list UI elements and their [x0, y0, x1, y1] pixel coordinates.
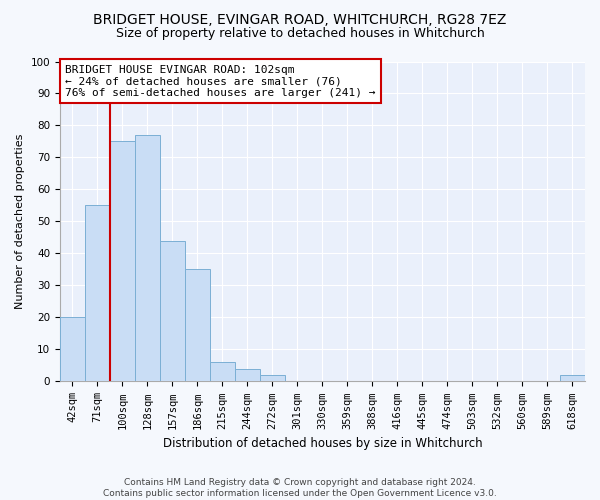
Bar	[210, 362, 235, 382]
Bar	[135, 135, 160, 382]
Bar	[235, 368, 260, 382]
Text: BRIDGET HOUSE, EVINGAR ROAD, WHITCHURCH, RG28 7EZ: BRIDGET HOUSE, EVINGAR ROAD, WHITCHURCH,…	[94, 12, 506, 26]
Bar	[60, 318, 85, 382]
Text: Size of property relative to detached houses in Whitchurch: Size of property relative to detached ho…	[116, 28, 484, 40]
Bar	[110, 142, 135, 382]
Bar	[185, 270, 210, 382]
Text: Contains HM Land Registry data © Crown copyright and database right 2024.
Contai: Contains HM Land Registry data © Crown c…	[103, 478, 497, 498]
Bar	[260, 375, 285, 382]
Y-axis label: Number of detached properties: Number of detached properties	[15, 134, 25, 309]
X-axis label: Distribution of detached houses by size in Whitchurch: Distribution of detached houses by size …	[163, 437, 482, 450]
Bar	[85, 206, 110, 382]
Bar	[160, 240, 185, 382]
Bar	[560, 375, 585, 382]
Text: BRIDGET HOUSE EVINGAR ROAD: 102sqm
← 24% of detached houses are smaller (76)
76%: BRIDGET HOUSE EVINGAR ROAD: 102sqm ← 24%…	[65, 64, 376, 98]
